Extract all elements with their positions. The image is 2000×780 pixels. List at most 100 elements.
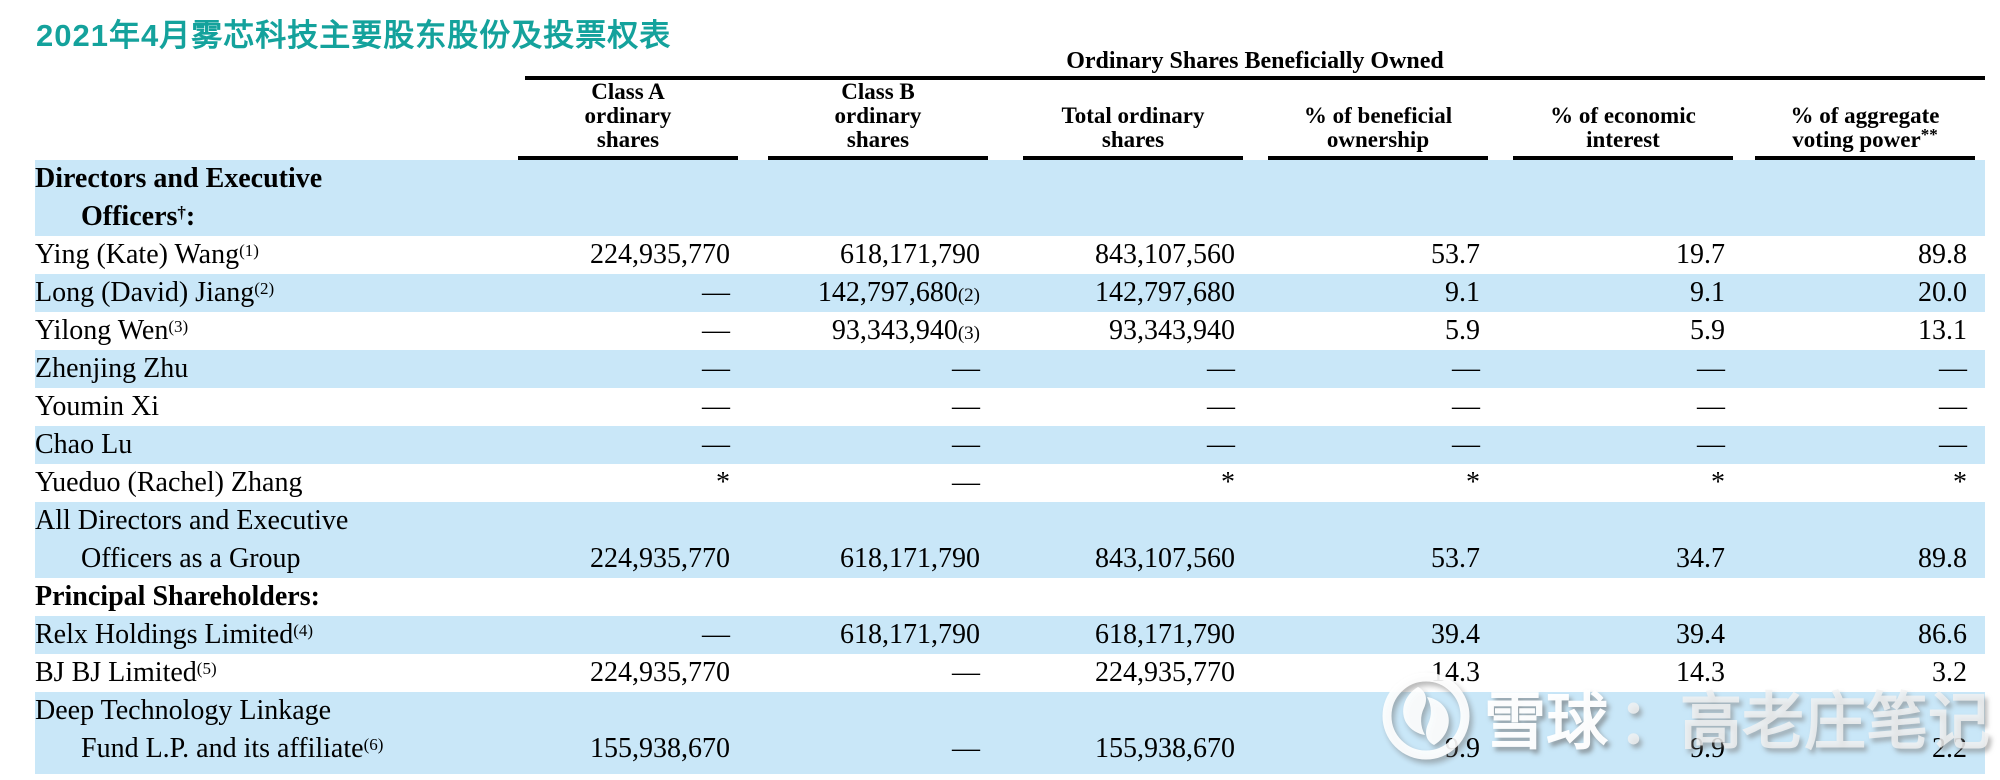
value-cell: — <box>1697 429 1725 460</box>
value-cell: * <box>1221 467 1235 498</box>
table-body: Directors and Executive Officers†: Ying (K… <box>35 160 1985 774</box>
value-cell: 53.7 <box>1431 239 1480 270</box>
shareholder-name: Ying (Kate) Wang(1) <box>35 239 259 270</box>
value-cell <box>1480 198 1725 236</box>
shareholding-table: Ordinary Shares Beneficially Owned Class… <box>35 48 1985 774</box>
value-cell: 5.9 <box>1690 315 1725 346</box>
shareholder-name: BJ BJ Limited(5) <box>35 657 217 688</box>
value-cell: * <box>1953 467 1967 498</box>
value-cell: — <box>952 467 980 498</box>
value-cell: 224,935,770 <box>590 657 730 688</box>
value-cell: 843,107,560 <box>1095 543 1235 574</box>
group-header: Ordinary Shares Beneficially Owned <box>525 48 1985 80</box>
value-cell: — <box>1452 391 1480 422</box>
value-cell: 14.3 <box>1676 657 1725 688</box>
value-cell <box>1725 198 1967 236</box>
value-cell: 2.2 <box>1932 733 1967 764</box>
value-cell: 39.4 <box>1676 619 1725 650</box>
value-cell <box>427 198 730 236</box>
value-cell: 39.4 <box>1431 619 1480 650</box>
value-cell: 20.0 <box>1918 277 1967 308</box>
value-cell: 86.6 <box>1918 619 1967 650</box>
value-cell: — <box>1452 353 1480 384</box>
value-cell: 19.7 <box>1676 239 1725 270</box>
shareholder-name: Directors and Executive Officers†: <box>35 163 323 232</box>
value-cell: 618,171,790 <box>840 543 980 574</box>
value-cell: — <box>952 353 980 384</box>
value-cell: 142,797,680(2) <box>817 277 980 308</box>
value-cell <box>730 578 980 616</box>
value-cell: 618,171,790 <box>840 619 980 650</box>
value-cell: — <box>702 619 730 650</box>
shareholder-name: All Directors and Executive Officers as a… <box>35 505 349 574</box>
value-cell: — <box>1697 391 1725 422</box>
value-cell: 224,935,770 <box>1095 657 1235 688</box>
value-cell: 93,343,940 <box>1109 315 1235 346</box>
shareholder-name: Youmin Xi <box>35 391 159 422</box>
value-cell: 14.3 <box>1431 657 1480 688</box>
value-cell: 155,938,670 <box>1095 733 1235 764</box>
value-cell: 5.9 <box>1445 315 1480 346</box>
table-row: Deep Technology Linkage Fund L.P. and its… <box>35 692 1985 774</box>
value-cell: — <box>1939 429 1967 460</box>
value-cell: 89.8 <box>1918 239 1967 270</box>
value-cell: — <box>1207 353 1235 384</box>
value-cell: 89.8 <box>1918 543 1967 574</box>
value-cell: — <box>1939 391 1967 422</box>
value-cell <box>1235 578 1480 616</box>
value-cell: * <box>1466 467 1480 498</box>
value-cell: 142,797,680 <box>1095 277 1235 308</box>
value-cell: 53.7 <box>1431 543 1480 574</box>
column-header: % of beneficial ownership <box>1235 104 1488 160</box>
value-cell <box>427 578 730 616</box>
shareholder-name: Chao Lu <box>35 429 133 460</box>
value-cell: — <box>952 657 980 688</box>
value-cell: — <box>702 353 730 384</box>
value-cell <box>980 578 1235 616</box>
table-row: All Directors and Executive Officers as a… <box>35 502 1985 578</box>
shareholder-name: Yilong Wen(3) <box>35 315 189 346</box>
value-cell <box>730 198 980 236</box>
value-cell: — <box>1697 353 1725 384</box>
value-cell: 93,343,940(3) <box>831 315 980 346</box>
value-cell: — <box>952 733 980 764</box>
table-row: Chao Lu — — — — — — <box>35 426 1985 464</box>
value-cell: 9.1 <box>1445 277 1480 308</box>
value-cell: 224,935,770 <box>590 543 730 574</box>
value-cell: 618,171,790 <box>1095 619 1235 650</box>
value-cell: 155,938,670 <box>590 733 730 764</box>
shareholder-name: Yueduo (Rachel) Zhang <box>35 467 303 498</box>
value-cell: 843,107,560 <box>1095 239 1235 270</box>
value-cell: 224,935,770 <box>590 239 730 270</box>
table-row: Ying (Kate) Wang(1) 224,935,770 618,171,79… <box>35 236 1985 274</box>
table-row: Youmin Xi — — — — — — <box>35 388 1985 426</box>
value-cell: — <box>702 391 730 422</box>
page-title: 2021年4月雾芯科技主要股东股份及投票权表 <box>36 18 672 53</box>
value-cell: — <box>702 315 730 346</box>
table-row: Yilong Wen(3) — 93,343,940(3) 93,343,940 5.9… <box>35 312 1985 350</box>
value-cell: 34.7 <box>1676 543 1725 574</box>
column-header: % of economic interest <box>1480 104 1733 160</box>
table-row: Principal Shareholders: <box>35 578 1985 616</box>
value-cell: — <box>1939 353 1967 384</box>
value-cell: 9.9 <box>1445 733 1480 764</box>
column-header: % of aggregate voting power** <box>1725 104 1975 160</box>
value-cell: — <box>1452 429 1480 460</box>
column-header: Total ordinary shares <box>980 104 1243 160</box>
value-cell: 13.1 <box>1918 315 1967 346</box>
value-cell <box>1480 578 1725 616</box>
shareholder-name: Principal Shareholders: <box>35 581 320 612</box>
table-row: Directors and Executive Officers†: <box>35 160 1985 236</box>
value-cell: — <box>952 391 980 422</box>
shareholder-name: Deep Technology Linkage Fund L.P. and its… <box>35 695 384 764</box>
value-cell: — <box>952 429 980 460</box>
value-cell: 9.9 <box>1690 733 1725 764</box>
shareholder-name: Relx Holdings Limited(4) <box>35 619 314 650</box>
value-cell: * <box>1711 467 1725 498</box>
shareholder-name: Long (David) Jiang(2) <box>35 277 275 308</box>
value-cell: — <box>702 277 730 308</box>
